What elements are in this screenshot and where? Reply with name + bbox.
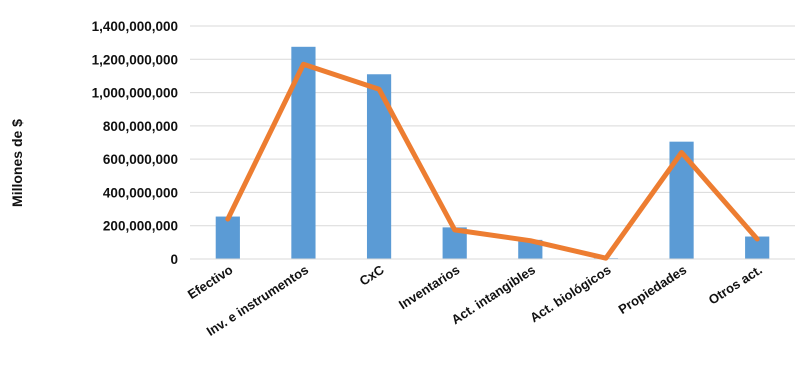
y-tick-label: 800,000,000	[103, 119, 178, 134]
line-point	[681, 151, 683, 153]
line-point	[227, 218, 229, 220]
y-tick-label: 600,000,000	[103, 152, 178, 167]
line-point	[756, 238, 758, 240]
line-point	[605, 257, 607, 259]
line-point	[378, 88, 380, 90]
bar	[215, 216, 240, 259]
y-tick-label: 1,200,000,000	[92, 52, 178, 67]
y-tick-label: 400,000,000	[103, 185, 178, 200]
line-point	[302, 63, 304, 65]
y-tick-label: 1,000,000,000	[92, 86, 178, 101]
line-series	[225, 61, 760, 261]
y-tick-label: 200,000,000	[103, 219, 178, 234]
bar	[745, 236, 770, 259]
line-series-path	[225, 61, 760, 261]
line-point	[529, 240, 531, 242]
y-axis-ticks: 1,400,000,000 1,200,000,000 1,000,000,000 8…	[92, 19, 178, 267]
y-axis-title: Millones de $	[9, 119, 25, 207]
line-point	[454, 229, 456, 231]
y-tick-label: 1,400,000,000	[92, 19, 178, 34]
y-tick-label: 0	[170, 252, 178, 267]
